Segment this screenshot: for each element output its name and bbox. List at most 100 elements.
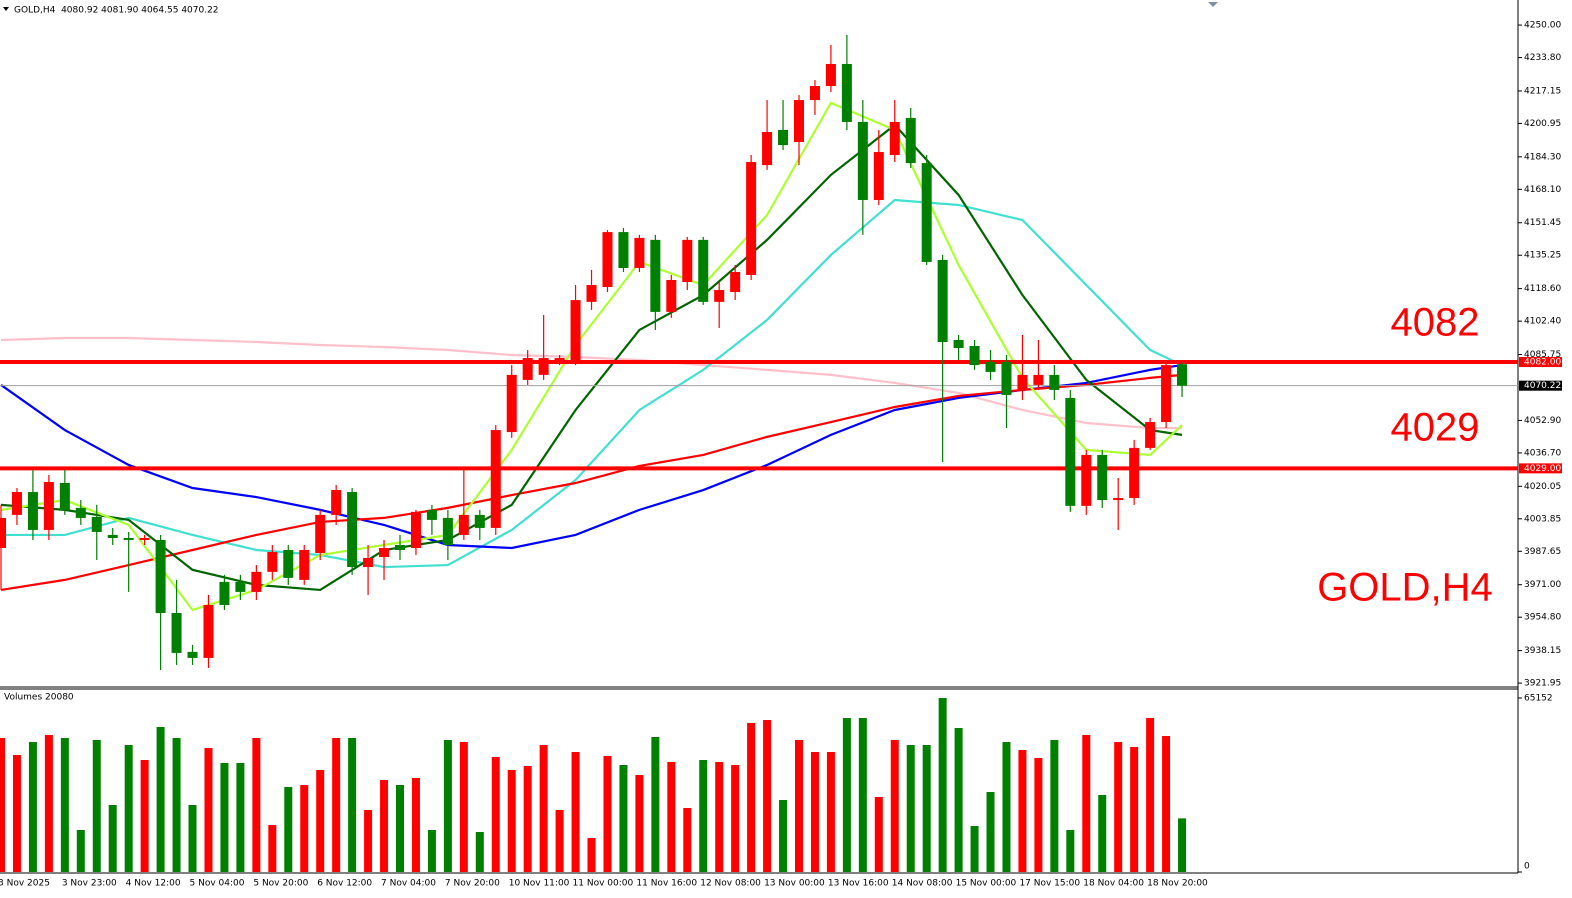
candle-body (825, 63, 836, 87)
x-tick-label: 13 Nov 00:00 (764, 879, 825, 889)
x-tick-label: 18 Nov 04:00 (1083, 879, 1144, 889)
candle-body (1001, 362, 1012, 395)
y-tick-label: 3987.65 (1524, 547, 1561, 557)
x-tick-label: 14 Nov 08:00 (892, 879, 953, 889)
volume-bar (140, 760, 149, 872)
volume-bar (619, 765, 628, 872)
volume-bar (1066, 830, 1075, 872)
x-tick-label: 6 Nov 12:00 (317, 879, 372, 889)
volume-bar (28, 742, 37, 872)
candle-body (522, 358, 533, 380)
candle-body (426, 509, 437, 520)
volume-bar (12, 755, 21, 872)
candle-body (155, 539, 166, 613)
y-tick-label: 4085.75 (1524, 350, 1561, 360)
y-tick-label: 4151.45 (1524, 218, 1561, 228)
y-tick-label: 4184.30 (1524, 152, 1561, 162)
candle-body (538, 358, 549, 375)
candle-body (235, 581, 246, 592)
candle-body (857, 121, 868, 200)
volume-bar (699, 760, 708, 872)
y-tick-label: 4233.80 (1524, 53, 1561, 63)
ma-line (0, 101, 1183, 612)
volume-bar (922, 745, 931, 872)
candle-body (746, 162, 757, 275)
candle-body (841, 63, 852, 122)
annotation: 4029 (1391, 406, 1480, 450)
volume-bar (284, 787, 293, 872)
candle-body (1081, 454, 1092, 506)
volume-bar (986, 792, 995, 872)
volume-bar (316, 770, 325, 872)
volume-bar (858, 718, 867, 872)
candle-body (1177, 364, 1188, 386)
candle-body (219, 581, 230, 605)
volume-bar (204, 748, 213, 872)
candle-body (570, 300, 581, 361)
candle-body (0, 517, 6, 548)
x-tick-label: 3 Nov 2025 (0, 879, 50, 889)
candle-body (11, 492, 22, 515)
candle-body (937, 259, 948, 342)
volume-bar (124, 745, 133, 872)
x-tick-label: 18 Nov 20:00 (1147, 879, 1208, 889)
volume-bar (332, 738, 341, 872)
y-tick-label: 4020.05 (1524, 482, 1561, 492)
candle-body (730, 271, 741, 293)
panel-title: Volumes 20080 (4, 693, 74, 703)
volume-bar (890, 740, 899, 872)
candle-body (299, 550, 310, 580)
candle-body (650, 239, 661, 312)
chart-info: GOLD,H4 4080.92 4081.90 4064.55 4070.22 (14, 6, 219, 16)
candle-body (969, 346, 980, 366)
volume-bar (779, 800, 788, 872)
volume-bar (1114, 742, 1123, 872)
volume-bar (507, 770, 516, 872)
volume-bar (172, 738, 181, 872)
volume-bar (44, 735, 53, 872)
volume-bar (188, 805, 197, 872)
candle-body (490, 430, 501, 528)
volume-bar (348, 738, 357, 872)
candle-body (666, 280, 677, 312)
x-tick-label: 10 Nov 11:00 (509, 879, 570, 889)
volume-bar (364, 810, 373, 872)
candle-body (762, 131, 773, 166)
candle-body (75, 507, 86, 518)
candle-body (267, 552, 278, 572)
candle-body (203, 604, 214, 658)
candle-body (1129, 447, 1140, 499)
candle-body (985, 362, 996, 372)
volume-bar (906, 745, 915, 872)
shift-marker (1208, 2, 1218, 7)
x-tick-label: 7 Nov 20:00 (445, 879, 500, 889)
x-tick-label: 5 Nov 04:00 (190, 879, 245, 889)
candle-body (363, 558, 374, 568)
volume-bar (1162, 736, 1171, 872)
volume-bar (411, 778, 420, 872)
volume-bar (236, 763, 245, 872)
volume-bar (1082, 735, 1091, 872)
candle-body (458, 514, 469, 535)
candle-body (187, 651, 198, 658)
price-label: 4070.22 (1524, 381, 1561, 391)
candle-body (139, 537, 150, 540)
ma-line (0, 373, 1183, 592)
candle-body (1145, 422, 1156, 448)
candle-body (251, 571, 262, 592)
level-label: 4029.00 (1524, 464, 1561, 474)
candle-body (1017, 374, 1028, 390)
annotation: GOLD,H4 (1317, 566, 1493, 610)
candle-body (379, 547, 390, 558)
candle-body (442, 517, 453, 545)
candle-body (395, 544, 405, 551)
candle-body (123, 537, 134, 540)
volume-bar (970, 826, 979, 872)
volume-bar (667, 762, 676, 872)
volume-bar (763, 720, 772, 872)
volume-bar (603, 756, 612, 872)
y-tick-label: 0 (1524, 862, 1530, 872)
